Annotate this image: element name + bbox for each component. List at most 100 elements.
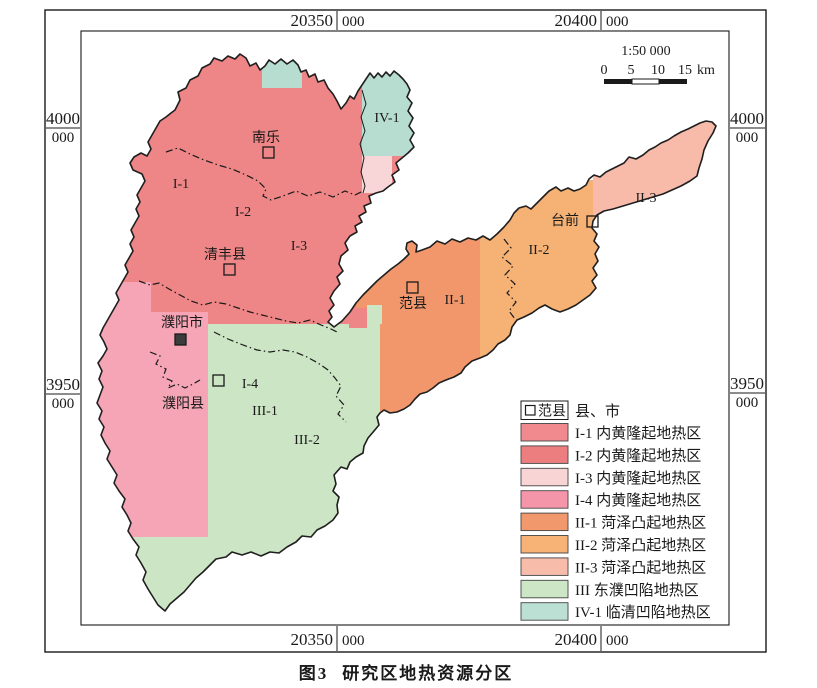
boundary-line-II1-II2 [501, 238, 517, 320]
county-marker-icon [586, 215, 599, 228]
boundary-line-north [165, 147, 364, 201]
legend-item-I-2: I-2 内黄隆起地热区 [520, 445, 701, 464]
zone-patch-I-4-pink [97, 312, 208, 537]
zone-label-II-3: II-3 [636, 191, 657, 206]
zone-patch-III-green [208, 324, 382, 611]
place-name-label: 南乐 [252, 130, 280, 146]
place-清丰县: 清丰县 [204, 247, 246, 276]
legend-item-I-1: I-1 内黄隆起地热区 [520, 423, 701, 442]
legend-county-symbol-label: 范县 [538, 403, 566, 420]
legend-item-II-3: II-3 菏泽凸起地热区 [520, 557, 706, 576]
county-marker-icon [212, 374, 225, 387]
coordinate-label: 4000 000 [730, 109, 765, 146]
coordinate-value-blue: 000 [342, 633, 365, 649]
place-范县: 范县 [399, 281, 427, 312]
place-name-label: 清丰县 [204, 247, 246, 263]
place-name-label: 范县 [399, 295, 427, 312]
county-marker-icon [223, 263, 236, 276]
zone-label-I-4: I-4 [242, 377, 258, 392]
coordinate-value-black: 20350 [291, 630, 334, 649]
legend-swatch [520, 579, 569, 599]
scale-tick-label: 0 [601, 63, 608, 78]
zone-patch-IV-1-teal-notch [262, 54, 302, 88]
legend-swatch [520, 602, 569, 621]
coordinate-value-blue: 000 [342, 14, 365, 30]
scale-ticks: 0 5 10 15 [601, 63, 693, 78]
zone-label-II-1: II-1 [445, 293, 466, 308]
legend-swatch [520, 445, 569, 464]
inner-frame [80, 30, 730, 626]
legend-item-label: II-2 菏泽凸起地热区 [575, 537, 706, 554]
legend-county-label: 县、市 [575, 403, 620, 420]
place-南乐: 南乐 [252, 130, 280, 159]
county-marker-icon [262, 146, 275, 159]
coordinate-value-blue: 000 [606, 14, 629, 30]
zone-label-II-2: II-2 [529, 243, 550, 258]
coordinate-value-black: 20350 [291, 11, 334, 30]
county-boundaries [138, 147, 517, 423]
coordinate-label: 3950 000 [46, 375, 80, 412]
zone-patches [97, 54, 716, 611]
legend-item-II-2: II-2 菏泽凸起地热区 [520, 535, 706, 554]
county-marker-icon [524, 404, 536, 416]
legend-swatch [520, 535, 569, 554]
zone-patch-green-neck [367, 305, 382, 324]
scalebar-segment-2 [631, 78, 660, 85]
zone-patch-II-2-east [597, 226, 642, 340]
coordinate-label: 4000 000 [46, 109, 80, 146]
zone-patch-II-2-ltorange [480, 180, 597, 395]
figure-caption-label: 图3 [299, 664, 329, 683]
scalebar: 1:50 000 0 5 10 15 km [601, 44, 715, 85]
coordinate-label: 20400 000 [555, 626, 629, 651]
boundary-line-southeast [213, 331, 347, 423]
boundary-line-teal-west [359, 89, 367, 194]
figure-caption: 图3 研究区地热资源分区 [299, 663, 514, 683]
outer-frame [44, 9, 767, 653]
legend-swatch [520, 467, 569, 487]
legend-item-label: IV-1 临清凹陷地热区 [575, 604, 711, 621]
legend-item-label: III 东濮凹陷地热区 [575, 582, 699, 599]
coordinate-value-blue: 000 [52, 396, 75, 412]
coordinate-label: 3950 000 [730, 374, 765, 411]
map-frame [44, 9, 767, 653]
city-marker-icon [174, 333, 187, 346]
place-濮阳县: 濮阳县 [162, 374, 225, 412]
zone-patch-II-1-orange-b [380, 310, 480, 416]
coordinate-value-black: 4000 [46, 109, 80, 128]
scalebar-segment-1 [604, 79, 632, 84]
legend-item-I-4: I-4 内黄隆起地热区 [520, 490, 701, 509]
study-area-outline [96, 53, 717, 612]
place-name-label: 濮阳县 [162, 396, 204, 412]
legend-item-IV-1: IV-1 临清凹陷地热区 [520, 602, 711, 621]
legend-swatch [520, 423, 569, 442]
zone-label-I-3: I-3 [291, 239, 307, 254]
boundary-line-puyang [149, 351, 201, 390]
coordinate-value-black: 20400 [555, 11, 598, 30]
scale-tick-label: 5 [628, 63, 635, 78]
place-name-label: 台前 [551, 212, 579, 229]
legend-item-label: II-1 菏泽凸起地热区 [575, 515, 706, 532]
coordinate-label: 20350 000 [291, 626, 365, 651]
place-name-label: 濮阳市 [161, 314, 203, 331]
coordinate-value-black: 3950 [46, 375, 80, 394]
zone-patch-red-neck [349, 308, 367, 328]
coordinate-value-blue: 000 [52, 130, 75, 146]
zone-label-IV-1: IV-1 [374, 111, 399, 126]
legend-item-label: I-4 内黄隆起地热区 [575, 492, 701, 509]
zone-label-I-2: I-2 [235, 205, 251, 220]
legend-item-II-1: II-1 菏泽凸起地热区 [520, 512, 706, 532]
zone-label-III-1: III-1 [252, 404, 278, 419]
zone-label-III-2: III-2 [294, 433, 320, 448]
legend: 范县 县、市 I-1 内黄隆起地热区 I-2 内黄隆起地热区 I-3 内黄隆起地热区 I-… [520, 400, 711, 621]
legend-item-label: I-1 内黄隆起地热区 [575, 425, 701, 442]
place-台前: 台前 [551, 212, 599, 229]
county-marker-icon [406, 281, 419, 294]
coordinate-label: 20350 000 [291, 11, 365, 30]
coordinate-value-black: 3950 [730, 374, 764, 393]
coordinate-value-blue: 000 [606, 633, 629, 649]
legend-item-label: I-2 内黄隆起地热区 [575, 447, 701, 464]
